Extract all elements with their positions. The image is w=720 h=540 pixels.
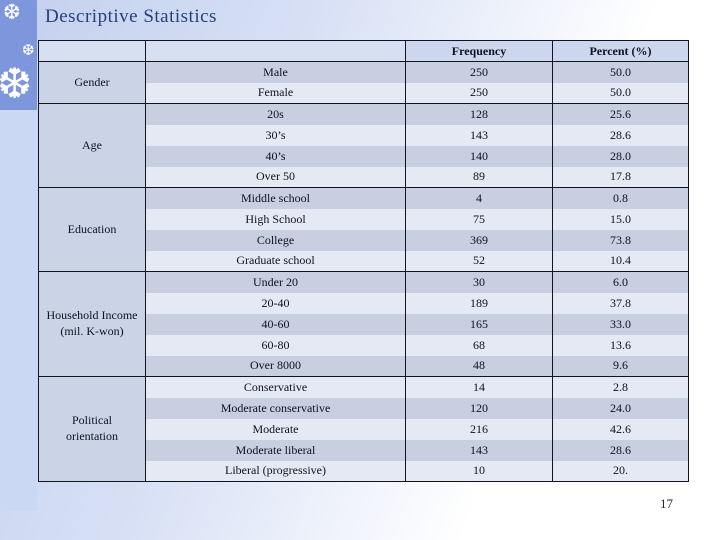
frequency-cell: 89 [405,166,553,188]
subcategory-cell: Middle school [145,187,406,209]
page-title: Descriptive Statistics [45,6,217,27]
snowflake-icon: ❆ [22,43,35,59]
frequency-cell: 75 [405,208,553,230]
subcategory-cell: Female [145,82,406,104]
table-header-row: Frequency Percent (%) [38,40,689,62]
subcategory-cell: 60-80 [145,334,406,356]
table-row: Moderate liberal 143 28.6 [39,439,689,461]
subcategory-cell: Liberal (progressive) [145,460,406,482]
subcategory-cell: Male [145,61,406,83]
frequency-cell: 14 [405,376,553,398]
category-cell: Age [38,103,146,188]
percent-cell: 50.0 [552,82,689,104]
percent-cell: 50.0 [552,61,689,83]
frequency-cell: 216 [405,418,553,440]
percent-cell: 28.6 [552,439,689,461]
percent-cell: 42.6 [552,418,689,440]
subcategory-cell: College [145,229,406,251]
table-row: 40-60 165 33.0 [39,313,689,335]
subcategory-cell: Graduate school [145,250,406,272]
table-row: Education Middle school 4 0.8 [38,187,689,272]
frequency-cell: 120 [405,397,553,419]
subcategory-cell: Moderate [145,418,406,440]
table-row: Liberal (progressive) 10 20. [39,460,689,482]
percent-cell: 24.0 [552,397,689,419]
frequency-cell: 10 [405,460,553,482]
frequency-cell: 52 [405,250,553,272]
frequency-cell: 165 [405,313,553,335]
subcategory-cell: Moderate conservative [145,397,406,419]
descriptive-statistics-table: Frequency Percent (%) Gender Male 250 50.0 F… [38,40,689,482]
subcategory-cell: 20-40 [145,292,406,314]
table-row: 40’s 140 28.0 [39,145,689,167]
table-row: Graduate school 52 10.4 [39,250,689,272]
percent-cell: 13.6 [552,334,689,356]
percent-cell: 0.8 [552,187,689,209]
subcategory-cell: 40-60 [145,313,406,335]
percent-cell: 37.8 [552,292,689,314]
frequency-cell: 189 [405,292,553,314]
frequency-cell: 250 [405,61,553,83]
frequency-cell: 48 [405,355,553,377]
category-cell: Education [38,187,146,272]
table-row: 30’s 143 28.6 [39,124,689,146]
header-blank-subcategory [145,40,406,62]
table-row: Moderate 216 42.6 [39,418,689,440]
subcategory-cell: Over 50 [145,166,406,188]
frequency-cell: 250 [405,82,553,104]
table-row: Age 20s 128 25.6 [38,103,689,188]
table-row: Gender Male 250 50.0 [38,61,689,104]
snowflake-icon: ❆ [3,0,21,24]
table-row: 20-40 189 37.8 [39,292,689,314]
category-cell: Household Income (mil. K-won) [38,271,146,377]
table-row: College 369 73.8 [39,229,689,251]
table-row: Moderate conservative 120 24.0 [39,397,689,419]
subcategory-cell: Conservative [145,376,406,398]
percent-cell: 6.0 [552,271,689,293]
frequency-cell: 128 [405,103,553,125]
table-row: Over 50 89 17.8 [39,166,689,188]
frequency-cell: 369 [405,229,553,251]
frequency-cell: 140 [405,145,553,167]
category-cell: Gender [38,61,146,104]
frequency-cell: 4 [405,187,553,209]
snowflake-icon: ❆ [0,62,33,108]
percent-cell: 17.8 [552,166,689,188]
percent-cell: 73.8 [552,229,689,251]
page-number: 17 [660,496,673,511]
header-frequency: Frequency [405,40,553,62]
percent-cell: 9.6 [552,355,689,377]
percent-cell: 10.4 [552,250,689,272]
subcategory-cell: 30’s [145,124,406,146]
frequency-cell: 68 [405,334,553,356]
percent-cell: 28.0 [552,145,689,167]
subcategory-cell: High School [145,208,406,230]
frequency-cell: 30 [405,271,553,293]
subcategory-cell: Moderate liberal [145,439,406,461]
snowflake-corner-box: ❆ ❆ ❆ [0,0,37,110]
table-body: Gender Male 250 50.0 Female 250 50.0 Age 20s 128 2… [38,61,689,482]
percent-cell: 15.0 [552,208,689,230]
table-row: 60-80 68 13.6 [39,334,689,356]
header-percent: Percent (%) [552,40,689,62]
table-row: Household Income (mil. K-won) Under 20 30 6… [38,271,689,377]
frequency-cell: 143 [405,124,553,146]
table-row: High School 75 15.0 [39,208,689,230]
table-row: Female 250 50.0 [39,82,689,104]
percent-cell: 25.6 [552,103,689,125]
percent-cell: 20. [552,460,689,482]
header-blank-category [38,40,146,62]
category-cell: Political orientation [38,376,146,482]
subcategory-cell: 20s [145,103,406,125]
percent-cell: 28.6 [552,124,689,146]
percent-cell: 33.0 [552,313,689,335]
subcategory-cell: Under 20 [145,271,406,293]
table-row: Over 8000 48 9.6 [39,355,689,377]
table-row: Political orientation Conservative 14 2.8 [38,376,689,482]
percent-cell: 2.8 [552,376,689,398]
subcategory-cell: Over 8000 [145,355,406,377]
subcategory-cell: 40’s [145,145,406,167]
frequency-cell: 143 [405,439,553,461]
